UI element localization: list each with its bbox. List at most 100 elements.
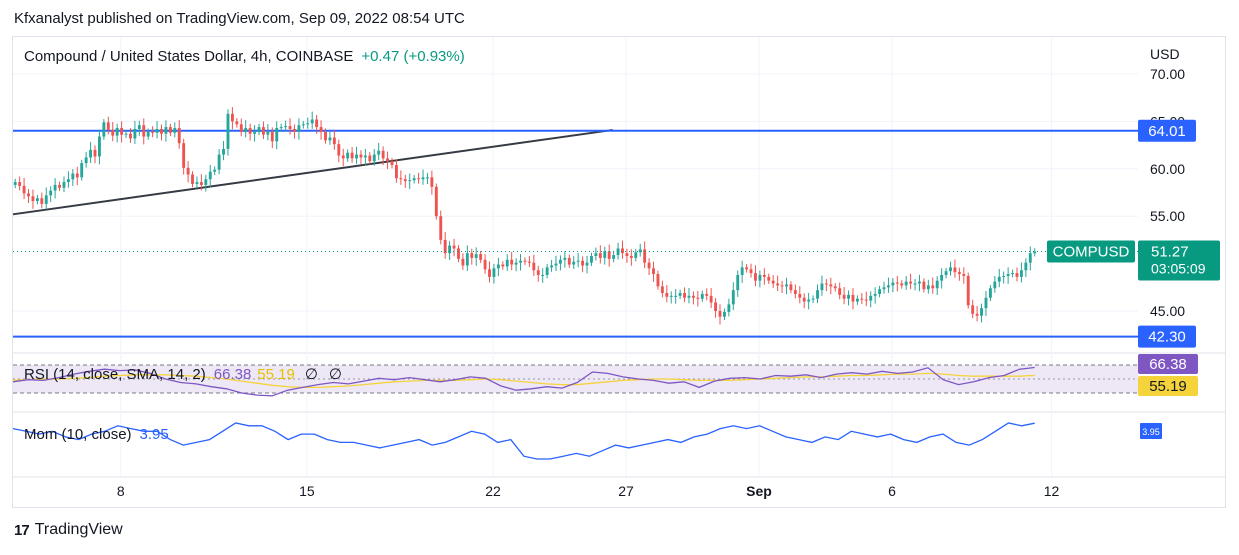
candle-body <box>1011 273 1014 275</box>
y-tick-label: 45.00 <box>1150 303 1185 319</box>
candle <box>891 278 895 293</box>
candle <box>634 248 638 262</box>
candle <box>22 177 26 200</box>
candle <box>931 277 935 294</box>
candle-body <box>244 128 248 132</box>
candle <box>643 241 647 269</box>
candle <box>869 291 873 308</box>
candle <box>687 287 691 304</box>
level-price-label: 42.30 <box>1148 329 1186 346</box>
candle-body <box>155 128 159 133</box>
candle-body <box>696 297 700 299</box>
momentum-value: 3.95 <box>140 426 169 443</box>
candle <box>807 292 811 310</box>
candle-body <box>474 254 478 258</box>
candle <box>847 290 850 306</box>
candle-body <box>590 256 593 263</box>
candle-body <box>718 311 722 317</box>
candle <box>745 264 749 273</box>
candle-body <box>665 292 669 297</box>
candle <box>501 261 505 270</box>
candle-body <box>443 239 447 254</box>
candle-body <box>1002 275 1006 277</box>
candle-body <box>900 283 904 286</box>
candle <box>332 129 336 150</box>
candle-body <box>957 272 961 275</box>
candle <box>966 272 970 309</box>
candle-body <box>465 253 469 266</box>
candle-body <box>186 167 190 175</box>
candle <box>204 174 208 192</box>
candle-body <box>984 297 988 309</box>
candle <box>155 121 159 139</box>
candle-body <box>652 268 655 275</box>
candle <box>49 186 53 203</box>
momentum-line <box>12 422 1035 460</box>
candle-body <box>58 184 61 188</box>
candle <box>767 273 771 284</box>
candle-body <box>674 295 678 297</box>
candle <box>1011 269 1014 278</box>
visibility-icon: ∅ <box>305 366 318 383</box>
candle <box>527 256 531 268</box>
candle-body <box>324 131 327 141</box>
candle <box>505 254 509 271</box>
candle <box>722 308 726 321</box>
candle <box>665 285 669 303</box>
x-tick-label: 8 <box>117 483 125 499</box>
candle-body <box>807 299 811 302</box>
candle-body <box>403 179 407 182</box>
candle <box>80 159 84 181</box>
candle-body <box>18 182 22 186</box>
chart-title: Compound / United States Dollar, 4h, COI… <box>24 48 353 65</box>
symbol-tag <box>1047 240 1135 263</box>
candle <box>439 210 443 245</box>
candle <box>284 120 288 132</box>
candle-body <box>598 253 602 258</box>
candle-body <box>275 128 279 142</box>
y-tick-label: 60.00 <box>1150 161 1185 177</box>
candle <box>120 121 124 143</box>
publisher-line: Kfxanalyst published on TradingView.com,… <box>14 10 465 27</box>
candle <box>590 252 593 266</box>
candle-body <box>40 198 44 204</box>
candle-body <box>678 292 682 296</box>
candle <box>310 111 314 129</box>
candle-body <box>895 282 899 284</box>
candle-body <box>687 295 691 298</box>
candle-body <box>988 288 992 298</box>
candle <box>536 265 540 282</box>
rsi-sma-tag-label: 55.19 <box>1149 378 1187 395</box>
candle <box>293 124 296 139</box>
candle-body <box>785 284 788 287</box>
candle-body <box>133 128 137 139</box>
candle <box>944 267 948 279</box>
rsi-line <box>12 366 1035 397</box>
candle <box>789 281 793 294</box>
candle-body <box>567 257 571 265</box>
candle-body <box>129 133 132 139</box>
candle <box>909 273 913 290</box>
candle-body <box>878 289 882 294</box>
candle-body <box>483 259 487 270</box>
candle-body <box>532 262 536 271</box>
candle-body <box>386 158 389 162</box>
x-tick-label: 22 <box>485 483 501 499</box>
currency-label: USD <box>1150 46 1180 62</box>
candle <box>785 277 788 295</box>
candle-body <box>523 260 527 262</box>
candle <box>638 243 642 257</box>
candle <box>993 276 997 293</box>
candle <box>474 247 478 266</box>
candle <box>430 170 434 195</box>
candle <box>731 282 735 310</box>
candle <box>700 290 704 302</box>
candle-body <box>793 290 797 294</box>
candle <box>705 288 709 301</box>
candle <box>301 120 305 129</box>
candle <box>488 261 491 283</box>
candle <box>949 261 952 276</box>
footer-brand[interactable]: 17 TradingView <box>14 521 123 539</box>
candle-body <box>802 297 806 302</box>
